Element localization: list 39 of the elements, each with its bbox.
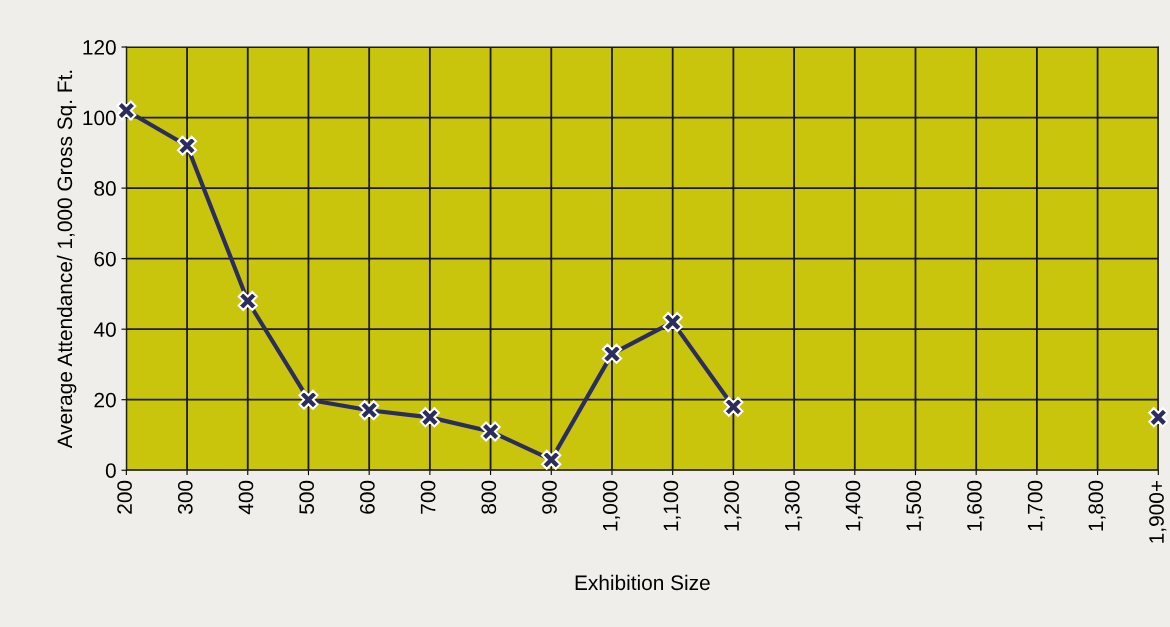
x-tick-label: 1,200 <box>724 480 742 531</box>
y-axis-title: Average Attendance/ 1,000 Gross Sq. Ft. <box>56 70 77 449</box>
x-tick-label: 1,700 <box>1027 480 1045 531</box>
point <box>419 407 440 428</box>
x-tick-label: 1,600 <box>967 480 985 531</box>
y-tick-label: 100 <box>83 110 116 126</box>
y-tick-label: 80 <box>94 181 116 196</box>
point <box>541 449 562 470</box>
x-tick-label: 300 <box>177 480 193 514</box>
x-tick-label: 1,800 <box>1088 480 1106 531</box>
point <box>601 343 623 364</box>
y-tick-label: 40 <box>93 322 116 337</box>
point <box>723 396 744 417</box>
x-tick-label: 500 <box>299 480 315 514</box>
point <box>176 135 198 156</box>
x-tick-label: 900 <box>542 480 557 514</box>
point <box>1148 407 1169 428</box>
x-tick-label: 800 <box>481 480 497 514</box>
point <box>480 421 501 442</box>
x-tick-label: 400 <box>238 480 254 515</box>
x-tick-label: 1,300 <box>784 480 803 531</box>
point <box>116 100 137 121</box>
x-tick-label: 700 <box>420 480 436 514</box>
point <box>237 290 258 312</box>
x-tick-label: 1,500 <box>906 480 924 531</box>
y-tick-label: 0 <box>105 463 116 478</box>
x-axis-title: Exhibition Size <box>575 574 710 591</box>
point <box>662 312 683 333</box>
point <box>298 389 319 410</box>
y-tick-label: 20 <box>94 392 116 408</box>
x-tick-label: 1,900+ <box>1149 481 1167 543</box>
y-tick-label: 60 <box>94 251 116 267</box>
x-tick-label: 600 <box>360 480 375 514</box>
x-tick-label: 1,000 <box>602 480 621 531</box>
x-tick-label: 200 <box>117 480 132 514</box>
x-tick-label: 1,100 <box>663 480 681 531</box>
point <box>359 400 380 421</box>
x-tick-label: 1,400 <box>845 480 863 531</box>
y-tick-label: 120 <box>83 40 116 55</box>
